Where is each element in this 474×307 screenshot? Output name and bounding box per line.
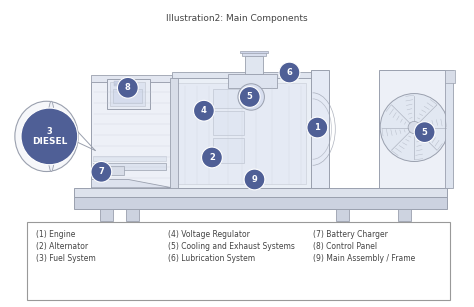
Bar	[113, 89, 142, 103]
Bar	[242, 52, 266, 56]
Bar	[379, 70, 449, 188]
Text: (2) Alternator: (2) Alternator	[36, 242, 88, 251]
Bar	[175, 83, 306, 184]
Bar	[311, 70, 329, 188]
Text: Illustration2: Main Components: Illustration2: Main Components	[166, 14, 308, 23]
Text: 6: 6	[286, 68, 292, 77]
Bar	[240, 51, 268, 53]
Circle shape	[193, 100, 214, 121]
Bar	[95, 166, 124, 175]
Bar	[114, 81, 121, 84]
Text: (5) Cooling and Exhaust Systems: (5) Cooling and Exhaust Systems	[168, 242, 295, 251]
Bar	[172, 78, 311, 188]
Circle shape	[307, 117, 328, 138]
Bar	[245, 56, 263, 74]
Bar	[213, 138, 244, 163]
Text: (4) Voltage Regulator: (4) Voltage Regulator	[168, 230, 250, 239]
Bar	[445, 70, 456, 83]
Text: (3) Fuel System: (3) Fuel System	[36, 255, 96, 263]
Circle shape	[279, 62, 300, 83]
Bar	[107, 79, 150, 109]
Circle shape	[243, 88, 260, 106]
Circle shape	[244, 169, 265, 190]
Text: 4: 4	[201, 106, 207, 115]
Circle shape	[380, 94, 448, 161]
Bar	[74, 197, 447, 208]
Text: DIESEL: DIESEL	[32, 138, 67, 146]
Bar	[91, 82, 172, 188]
Bar	[91, 75, 172, 82]
Bar	[445, 70, 454, 188]
Circle shape	[118, 77, 138, 98]
Text: 7: 7	[99, 167, 104, 176]
Bar	[74, 188, 447, 197]
Bar	[170, 78, 178, 188]
Text: (1) Engine: (1) Engine	[36, 230, 75, 239]
Bar	[126, 208, 139, 221]
Bar	[398, 208, 411, 221]
Text: 5: 5	[247, 92, 253, 101]
Bar	[93, 163, 166, 170]
Bar	[213, 89, 244, 108]
Circle shape	[408, 121, 420, 134]
Text: 9: 9	[252, 175, 257, 184]
Circle shape	[238, 84, 264, 110]
Text: 8: 8	[125, 83, 131, 92]
Text: (9) Main Assembly / Frame: (9) Main Assembly / Frame	[313, 255, 415, 263]
Circle shape	[21, 108, 78, 165]
Polygon shape	[91, 180, 172, 188]
Bar	[228, 74, 277, 88]
Circle shape	[239, 87, 260, 107]
Bar	[110, 82, 145, 106]
Text: 2: 2	[209, 153, 215, 162]
Text: 3: 3	[46, 127, 52, 136]
Bar	[100, 208, 113, 221]
Ellipse shape	[47, 101, 55, 172]
Circle shape	[201, 147, 222, 168]
Bar	[114, 84, 121, 86]
Text: 1: 1	[314, 123, 320, 132]
Text: (6) Lubrication System: (6) Lubrication System	[168, 255, 255, 263]
Circle shape	[91, 161, 112, 182]
Bar	[27, 222, 450, 300]
Bar	[336, 208, 349, 221]
Ellipse shape	[15, 101, 78, 172]
Text: (7) Battery Charger: (7) Battery Charger	[313, 230, 387, 239]
Circle shape	[414, 122, 435, 142]
Bar	[172, 72, 311, 78]
Text: 5: 5	[422, 128, 428, 137]
Text: (8) Control Panel: (8) Control Panel	[313, 242, 377, 251]
Bar	[93, 156, 166, 161]
Bar	[213, 111, 244, 135]
